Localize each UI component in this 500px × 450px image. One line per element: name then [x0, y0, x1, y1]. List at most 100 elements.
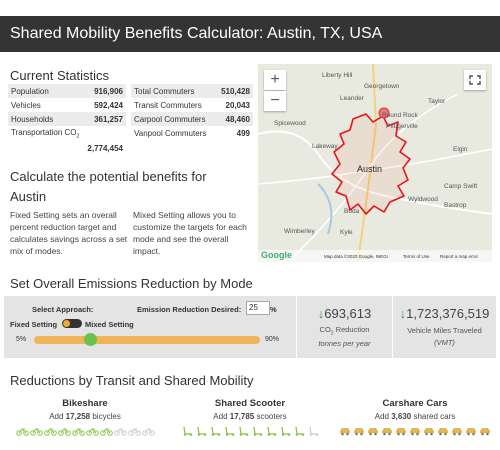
mode-icon — [409, 428, 420, 436]
mode-suffix: scooters — [256, 412, 287, 421]
zoom-in-button[interactable]: + — [264, 70, 286, 90]
stat-value: 499 — [236, 128, 250, 138]
stat-label: Transportation CO2 — [8, 126, 84, 142]
mode-icon — [224, 426, 234, 436]
vmt-label: Vehicle Miles Traveled — [407, 326, 482, 335]
mode-icons — [170, 426, 330, 436]
road — [258, 130, 492, 215]
stat-value: 48,460 — [215, 112, 253, 126]
mode-count: 17,258 — [65, 412, 91, 421]
page-title: Shared Mobility Benefits Calculator: Aus… — [10, 25, 383, 42]
statistics-table: Population 916,906 Vehicles 592,424 Househol… — [8, 84, 126, 156]
fixed-description: Fixed Setting sets an overall percent re… — [10, 210, 128, 256]
co2-label-suffix: Reduction — [333, 325, 370, 334]
co2-result: ↓693,613 CO2 Reduction tonnes per year — [297, 306, 392, 348]
mode-icon — [141, 428, 155, 436]
mode-icon — [127, 428, 141, 436]
map-label: Pflugerville — [386, 123, 418, 130]
vmt-value: 1,723,376,519 — [406, 306, 490, 321]
stat-label-text: Transit Commuters — [134, 100, 202, 110]
desired-unit: % — [270, 305, 277, 314]
mode-icon — [395, 428, 406, 436]
vmt-units: (VMT) — [434, 338, 455, 347]
stat-value: 592,424 — [94, 100, 123, 110]
mode-summary: Add 3,630 shared cars — [335, 412, 495, 421]
mode-icon — [280, 426, 290, 436]
co2-label-text: CO — [319, 325, 331, 334]
fixed-option[interactable]: Fixed Setting — [10, 320, 58, 329]
mode-icon — [266, 426, 276, 436]
statistics-table: Total Commuters 510,428 Transit Commuters 2… — [131, 84, 253, 140]
map-attribution: Map data ©2020 Google, INEGI — [324, 253, 388, 259]
stat-label-text: Total Commuters — [134, 86, 195, 96]
map-label: Lakeway — [312, 143, 338, 150]
city-name: Austin — [10, 189, 47, 204]
mode-icon — [29, 428, 43, 436]
stat-row: Total Commuters 510,428 — [131, 84, 253, 98]
reductions-title: Reductions by Transit and Shared Mobilit… — [10, 373, 254, 388]
stat-label-text: Population — [11, 86, 49, 96]
mode-prefix: Add — [49, 412, 64, 421]
vmt-result: ↓1,723,376,519 Vehicle Miles Traveled (V… — [393, 306, 496, 347]
mode-summary: Add 17,785 scooters — [170, 412, 330, 421]
stat-label: Carpool Commuters — [131, 112, 216, 126]
map-label: Spicewood — [274, 120, 306, 127]
mode-icon — [182, 426, 192, 436]
slider-min: 5% — [16, 336, 27, 343]
highway — [357, 64, 378, 262]
co2-units: tonnes per year — [318, 338, 371, 348]
map-label: Round Rock — [382, 112, 419, 119]
mode-icon — [451, 428, 462, 436]
fullscreen-icon — [469, 75, 481, 85]
divider — [392, 296, 393, 358]
co2-value: 693,613 — [324, 306, 372, 321]
zoom-out-button[interactable]: − — [264, 91, 286, 111]
mode-icon — [479, 428, 490, 436]
down-arrow: ↓ — [317, 306, 325, 321]
mode-icon — [43, 428, 57, 436]
desired-label: Emission Reduction Desired: — [137, 305, 242, 314]
mode-icon — [381, 428, 392, 436]
stat-label: Vehicles — [8, 98, 84, 112]
mode-prefix: Add — [213, 412, 228, 421]
mode-count: 3,630 — [391, 412, 412, 421]
stat-row: Households 361,257 — [8, 112, 126, 126]
vmt-value-line: ↓1,723,376,519 — [393, 306, 496, 321]
mode-icon — [85, 428, 99, 436]
mode-icon — [99, 428, 113, 436]
map[interactable]: Liberty Hill Georgetown Leander Taylor R… — [258, 64, 492, 262]
slider-handle[interactable] — [84, 333, 97, 346]
stat-spacer — [8, 142, 84, 156]
mode-icon — [437, 428, 448, 436]
stat-label-text: Households — [11, 114, 54, 124]
mode-icon — [210, 426, 220, 436]
stat-value: 361,257 — [83, 112, 126, 126]
map-label: Bastrop — [444, 202, 467, 209]
stat-label: Vanpool Commuters — [131, 126, 215, 140]
mode-summary: Add 17,258 bicycles — [5, 412, 165, 421]
road — [287, 93, 459, 262]
fullscreen-button[interactable] — [464, 70, 486, 90]
mode-column: Shared Scooter Add 17,785 scooters — [170, 398, 330, 436]
mode-icon — [57, 428, 71, 436]
river — [317, 183, 333, 235]
desired-input[interactable]: 25 — [246, 301, 270, 315]
stat-label-text: Vanpool Commuters — [134, 128, 207, 138]
stat-row: Vehicles 592,424 — [8, 98, 126, 112]
mode-icon — [465, 428, 476, 436]
map-report[interactable]: Report a map error — [440, 254, 479, 259]
approach-toggle[interactable] — [62, 319, 82, 328]
mode-name: Shared Scooter — [214, 398, 286, 409]
mixed-option[interactable]: Mixed Setting — [85, 320, 134, 329]
map-label: Buda — [344, 208, 360, 215]
stat-label-subscript: 2 — [76, 133, 80, 140]
slider-track[interactable] — [34, 336, 260, 344]
co2-subscript: 2 — [330, 330, 334, 337]
mode-suffix: shared cars — [413, 412, 456, 421]
stat-label-text: Vehicles — [11, 100, 41, 110]
map-terms[interactable]: Terms of Use — [403, 254, 430, 259]
stat-label: Total Commuters — [131, 84, 216, 98]
attribution-bar — [258, 250, 492, 262]
